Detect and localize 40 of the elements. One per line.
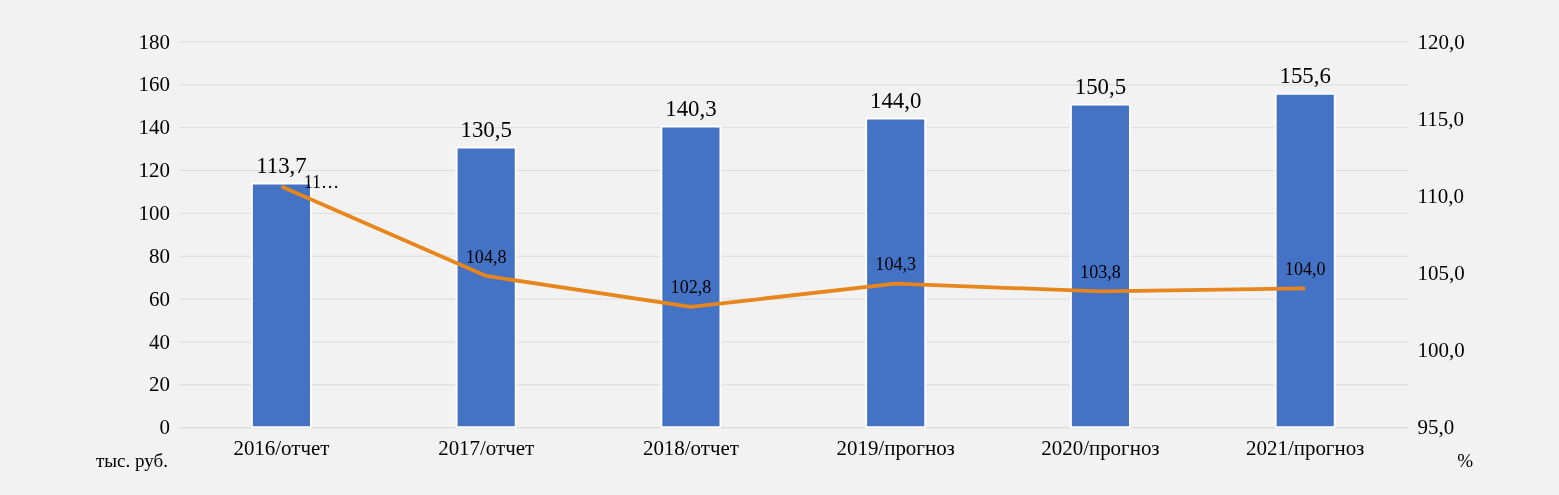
y2-tick-label: 105,0 xyxy=(1417,261,1465,286)
y-tick-label: 100 xyxy=(138,201,170,226)
y-tick-label: 120 xyxy=(138,158,170,183)
data-label: 103,8 xyxy=(1080,262,1121,283)
y2-tick-label: 120,0 xyxy=(1417,29,1465,54)
y2-tick-label: 95,0 xyxy=(1417,415,1455,440)
data-label: 150,5 xyxy=(1074,74,1127,100)
y-tick-label: 160 xyxy=(138,72,170,97)
bar xyxy=(660,125,722,429)
y-tick-label: 80 xyxy=(149,243,170,268)
data-label: 104,8 xyxy=(465,246,507,267)
y-tick-label: 180 xyxy=(138,29,170,54)
bar xyxy=(1274,92,1336,429)
y2-tick-label: 100,0 xyxy=(1417,338,1465,363)
x-tick-label: 2021/прогноз xyxy=(1246,436,1365,461)
bar xyxy=(455,146,517,429)
x-tick-label: 2020/прогноз xyxy=(1041,436,1160,461)
y-tick-label: 140 xyxy=(138,115,170,140)
data-label: 104,3 xyxy=(875,254,917,275)
x-tick-label: 2017/отчет xyxy=(438,436,535,461)
data-label: 155,6 xyxy=(1279,63,1331,89)
data-label: 140,3 xyxy=(665,96,717,122)
y-tick-label: 0 xyxy=(159,415,170,440)
y-tick-label: 60 xyxy=(149,286,170,311)
x-tick-label: 2019/прогноз xyxy=(836,436,955,461)
y-tick-label: 20 xyxy=(149,372,170,397)
bar xyxy=(865,117,927,429)
y-axis-title: тыс. руб. xyxy=(95,449,168,471)
x-tick-label: 2016/отчет xyxy=(233,436,330,461)
data-label: 102,8 xyxy=(670,277,712,298)
data-label: 11… xyxy=(303,172,340,193)
data-label: 130,5 xyxy=(460,117,512,143)
y-tick-label: 40 xyxy=(149,329,170,354)
y2-tick-label: 110,0 xyxy=(1417,183,1464,208)
data-label: 144,0 xyxy=(869,88,922,114)
bar xyxy=(1069,103,1131,429)
x-tick-label: 2018/отчет xyxy=(642,436,739,461)
y2-tick-label: 115,0 xyxy=(1417,106,1464,131)
data-label: 104,0 xyxy=(1284,258,1326,279)
y2-axis-title: % xyxy=(1457,449,1474,471)
